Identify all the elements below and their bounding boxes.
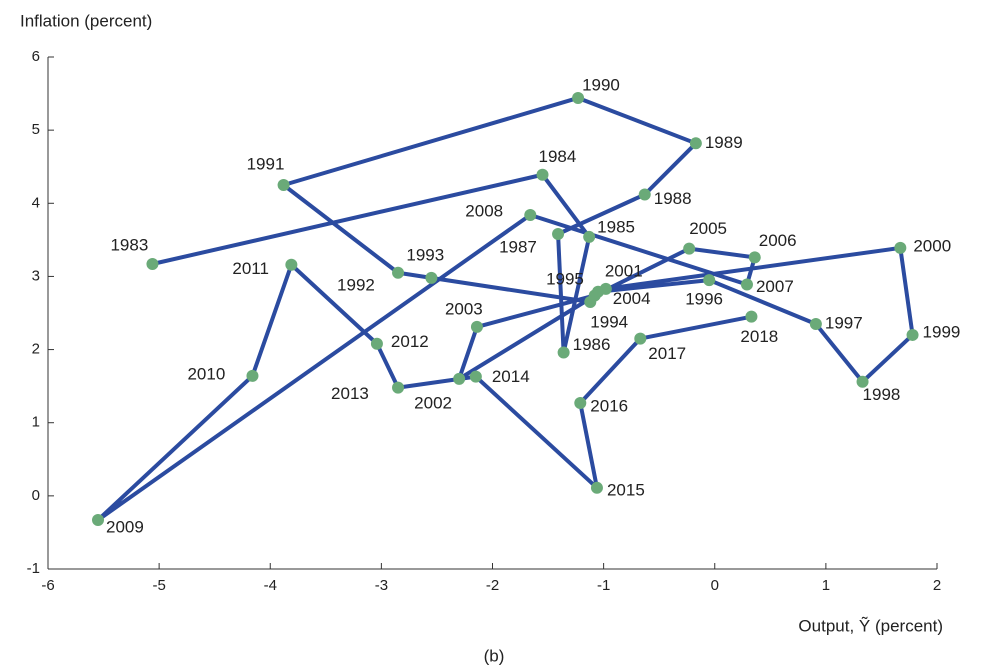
x-tick-label: -6 <box>41 577 54 594</box>
point <box>740 278 753 291</box>
y-tick-label: 1 <box>32 414 40 431</box>
point <box>572 91 585 104</box>
x-tick-label: 0 <box>711 577 719 594</box>
point-label: 2010 <box>187 364 225 383</box>
y-tick-label: 5 <box>32 121 40 138</box>
point <box>370 337 383 350</box>
point <box>634 332 647 345</box>
point-label: 2009 <box>106 517 144 536</box>
line <box>96 95 915 522</box>
x-tick-label: -3 <box>375 577 388 594</box>
point <box>425 271 438 284</box>
point <box>894 241 907 254</box>
point <box>146 257 159 270</box>
y-tick-label: -1 <box>27 560 40 577</box>
point <box>703 274 716 287</box>
point-label: 2018 <box>740 327 778 346</box>
point <box>638 188 651 201</box>
caption: (b) <box>484 646 505 665</box>
x-tick-label: -1 <box>597 577 610 594</box>
point <box>683 242 696 255</box>
point-label: 1996 <box>685 290 723 309</box>
point <box>552 228 565 241</box>
point <box>246 369 259 382</box>
point-label: 2011 <box>232 259 269 278</box>
point-label: 2003 <box>445 299 483 318</box>
point-label: 1995 <box>546 269 584 288</box>
y-axis-title: Inflation (percent) <box>20 11 152 30</box>
y-tick-label: 0 <box>32 487 40 504</box>
point-label: 1985 <box>597 217 635 236</box>
point <box>590 481 603 494</box>
point-label: 2015 <box>607 480 645 499</box>
point-label: 1991 <box>247 154 285 173</box>
y-tick-label: 3 <box>32 267 40 284</box>
point <box>470 320 483 333</box>
point-label: 1989 <box>705 133 743 152</box>
point-label: 1993 <box>406 245 444 264</box>
x-tick-label: 2 <box>933 577 941 594</box>
point <box>745 310 758 323</box>
point-label: 2013 <box>331 384 369 403</box>
point <box>277 179 290 191</box>
point <box>392 381 405 394</box>
point <box>524 208 537 221</box>
y-tick-label: 2 <box>32 341 40 358</box>
point-label: 2012 <box>391 332 429 351</box>
point-label: 2017 <box>648 344 686 363</box>
point-label: 1987 <box>499 237 537 256</box>
x-tick-label: -5 <box>152 577 165 594</box>
point <box>469 370 482 383</box>
point-label: 1984 <box>539 147 577 166</box>
point-label: 2016 <box>590 396 628 415</box>
point-label: 2014 <box>492 367 530 386</box>
point-label: 2007 <box>756 277 794 296</box>
point-label: 2000 <box>913 236 951 255</box>
point <box>453 372 466 385</box>
y-tick-label: 6 <box>32 48 40 65</box>
point-label: 1994 <box>590 313 628 332</box>
point-label: 2008 <box>465 201 503 220</box>
point <box>748 251 761 264</box>
point <box>809 317 822 330</box>
point <box>536 168 549 181</box>
point-label: 2004 <box>613 289 651 308</box>
point-label: 1990 <box>582 75 620 94</box>
point <box>583 230 596 243</box>
point-label: 1992 <box>337 275 375 294</box>
point-label: 2006 <box>759 231 797 250</box>
x-axis-title: Output, Ỹ (percent) <box>798 616 943 635</box>
point <box>574 396 587 409</box>
point <box>285 258 298 271</box>
point <box>906 328 919 341</box>
x-tick-label: -4 <box>264 577 277 594</box>
point <box>599 282 612 295</box>
point-label: 2001 <box>605 261 643 280</box>
point <box>689 137 702 150</box>
point-label: 2005 <box>689 219 727 238</box>
point-label: 1986 <box>573 335 611 354</box>
x-tick-label: -2 <box>486 577 499 594</box>
point-label: 1997 <box>825 313 863 332</box>
x-tick-label: 1 <box>822 577 830 594</box>
point <box>92 513 105 526</box>
point <box>588 289 601 302</box>
point <box>856 375 869 388</box>
point-label: 1998 <box>863 385 901 404</box>
point <box>557 346 570 359</box>
point-label: 1988 <box>654 189 692 208</box>
point-label: 1983 <box>110 235 148 254</box>
point-label: 1999 <box>923 322 961 341</box>
point-label: 2002 <box>414 393 452 412</box>
y-tick-label: 4 <box>32 194 40 211</box>
point <box>392 266 405 279</box>
